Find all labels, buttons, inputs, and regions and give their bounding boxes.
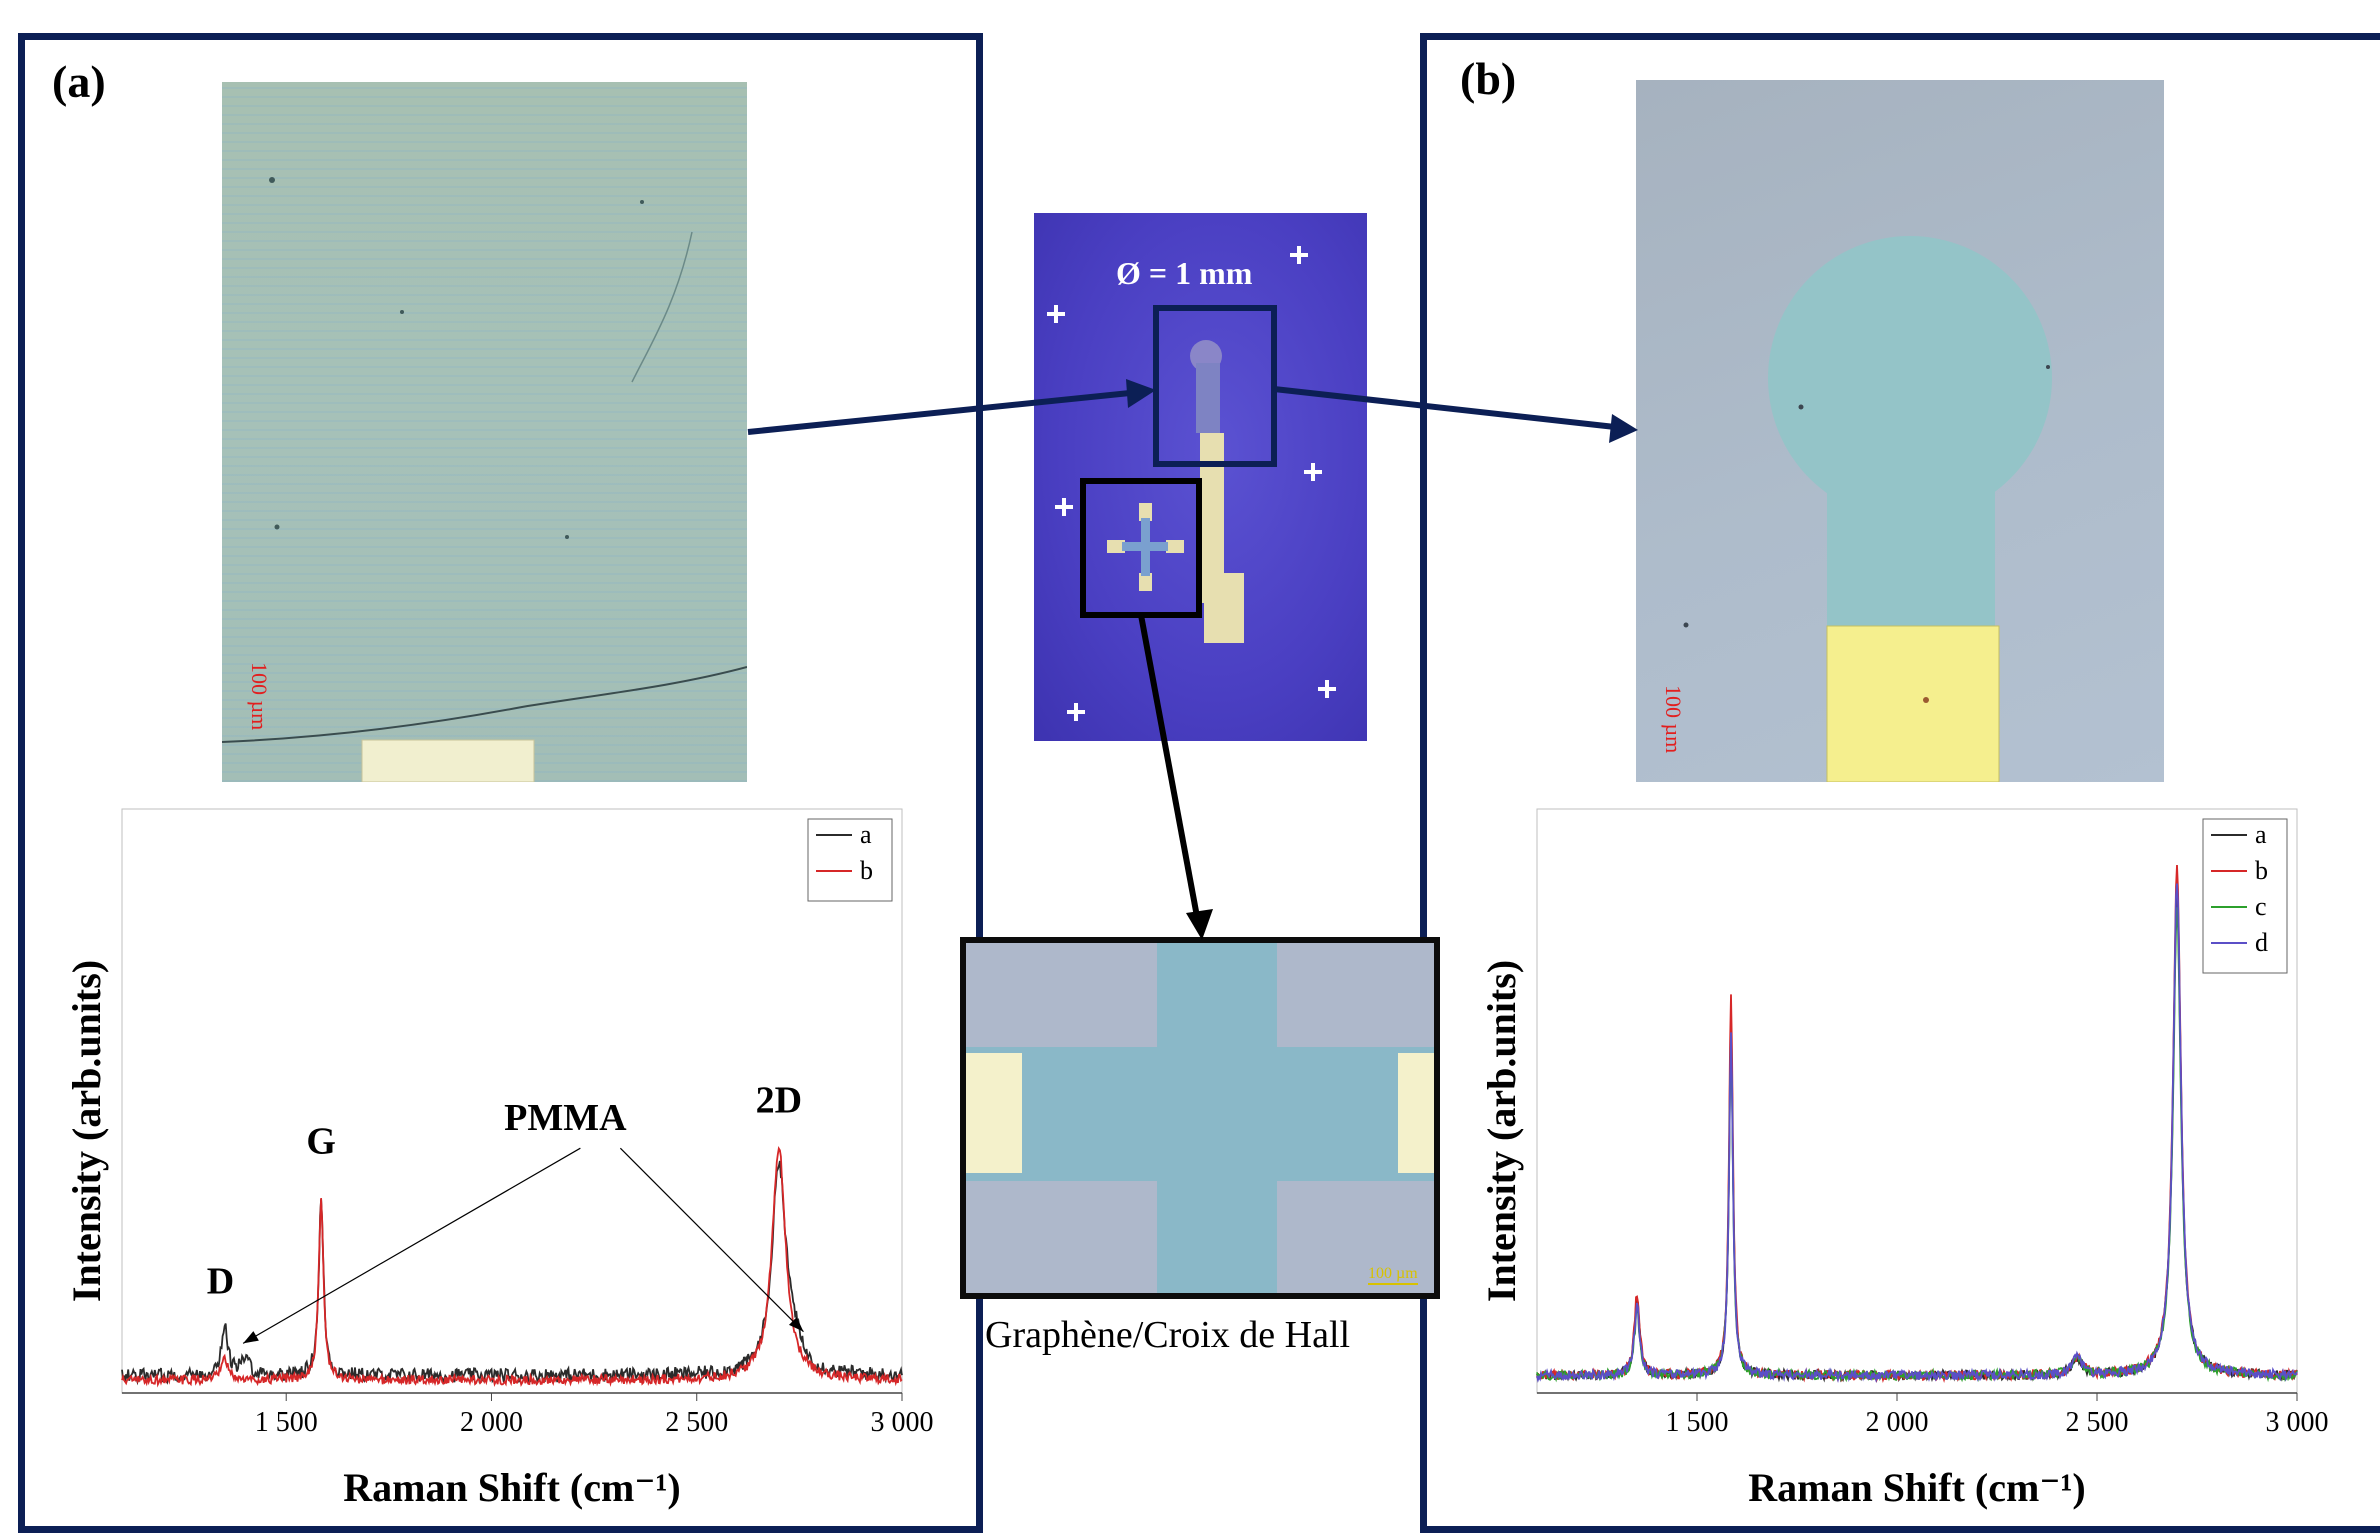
legend-label-a: a (860, 820, 872, 849)
series-line-b (1537, 865, 2297, 1380)
annotation-arrowhead (243, 1331, 259, 1343)
panel-a-label: (a) (52, 55, 106, 108)
x-tick-label: 2 000 (460, 1407, 523, 1438)
x-tick-label: 1 500 (1666, 1407, 1729, 1438)
plot-area (1537, 809, 2297, 1393)
legend-label-a: a (2255, 820, 2267, 849)
peak-label-G: G (306, 1121, 336, 1163)
legend-label-b: b (860, 856, 873, 885)
y-axis-label: Intensity (arb.units) (64, 960, 109, 1302)
peak-label-2D: 2D (756, 1080, 802, 1122)
raman-chart-b: 1 500 2 000 2 500 3 000 Raman Shift (cm⁻¹) In… (1475, 805, 2315, 1517)
legend-box (808, 819, 892, 901)
legend-label-d: d (2255, 928, 2268, 957)
annotation-arrow (243, 1148, 580, 1343)
annotation-pmma: PMMA (504, 1097, 627, 1139)
x-tick-label: 2 500 (665, 1407, 728, 1438)
x-axis-label: Raman Shift (cm⁻¹) (343, 1465, 681, 1510)
series-line-d (1537, 884, 2297, 1380)
legend-box (2203, 819, 2287, 973)
legend-label-b: b (2255, 856, 2268, 885)
x-tick-label: 2 500 (2066, 1407, 2129, 1438)
x-tick-label: 2 000 (1866, 1407, 1929, 1438)
legend-label-c: c (2255, 892, 2267, 921)
micrograph-b: 100 µm (1636, 80, 2164, 782)
y-axis-label: Intensity (arb.units) (1479, 960, 1524, 1302)
x-axis-label: Raman Shift (cm⁻¹) (1748, 1465, 2086, 1510)
peak-label-D: D (207, 1261, 234, 1303)
sample-photo: Ø = 1 mm (1034, 213, 1367, 741)
panel-b-label: (b) (1460, 52, 1516, 105)
micrograph-a: 100 µm (222, 82, 747, 782)
scale-bar-b: 100 µm (1660, 685, 1686, 753)
raman-chart-a: 1 500 2 000 2 500 3 000 Raman Shift (cm⁻¹) In… (60, 805, 940, 1517)
scale-bar-a: 100 µm (246, 662, 272, 730)
diameter-label: Ø = 1 mm (1116, 255, 1252, 292)
hall-cross-micrograph: 100 µm (960, 937, 1440, 1299)
series-line-a (1537, 895, 2297, 1380)
hall-caption: Graphène/Croix de Hall (985, 1313, 1350, 1357)
x-tick-label: 1 500 (255, 1407, 318, 1438)
series-line-b (122, 1149, 902, 1385)
x-tick-label: 3 000 (2266, 1407, 2329, 1438)
series-line-a (122, 1161, 902, 1382)
x-tick-label: 3 000 (871, 1407, 934, 1438)
hall-scale-bar: 100 µm (1368, 1265, 1418, 1285)
